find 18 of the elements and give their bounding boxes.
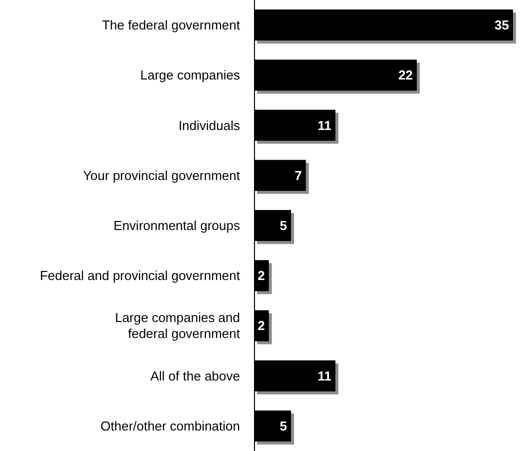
data-label: 11 bbox=[318, 118, 332, 133]
data-label: 2 bbox=[258, 318, 265, 334]
data-label: 35 bbox=[494, 18, 509, 33]
y-tick-label: All of the above bbox=[150, 368, 240, 384]
data-label: 11 bbox=[318, 368, 332, 384]
data-label: 5 bbox=[280, 218, 287, 233]
data-label: 22 bbox=[398, 68, 413, 83]
y-tick-label: Environmental groups bbox=[114, 218, 240, 233]
y-tick-label: Individuals bbox=[178, 118, 240, 133]
data-label: 7 bbox=[294, 168, 302, 183]
data-label: 5 bbox=[280, 418, 287, 434]
y-tick-label: Large companies and federal government bbox=[114, 310, 240, 342]
y-tick-label: Your provincial government bbox=[82, 168, 240, 183]
y-tick-label: The federal government bbox=[102, 18, 240, 33]
data-label: 2 bbox=[258, 268, 265, 284]
y-tick-label: Other/other combination bbox=[100, 418, 240, 434]
y-tick-label: Large companies bbox=[140, 68, 240, 83]
y-tick-label: Federal and provincial government bbox=[40, 268, 240, 284]
